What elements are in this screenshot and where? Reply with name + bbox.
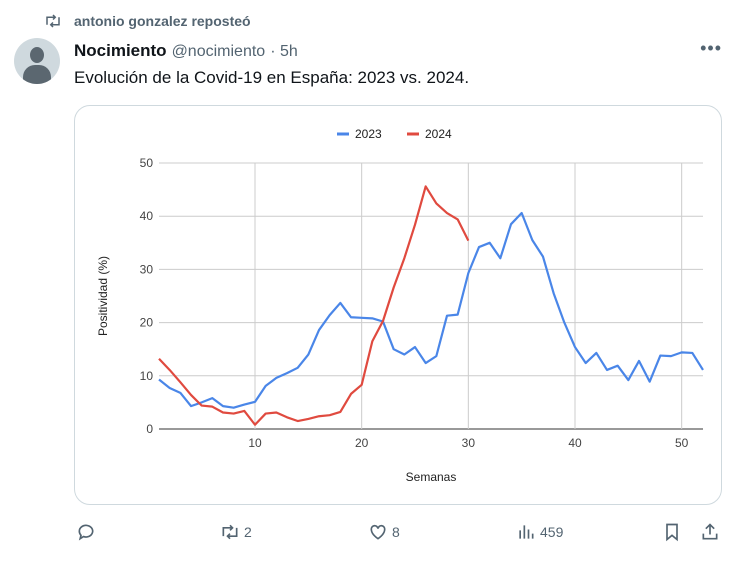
x-axis-title: Semanas bbox=[406, 470, 457, 484]
like-button[interactable]: 8 bbox=[368, 522, 400, 542]
views-button[interactable]: 459 bbox=[516, 522, 563, 542]
bookmark-icon bbox=[666, 523, 678, 542]
y-tick-label: 40 bbox=[140, 209, 154, 223]
y-axis-title: Positividad (%) bbox=[96, 256, 110, 336]
views-count: 459 bbox=[540, 524, 564, 540]
series-line-2023 bbox=[158, 211, 704, 409]
like-count: 8 bbox=[392, 524, 400, 540]
bookmark-button[interactable] bbox=[662, 522, 682, 542]
x-tick-label: 50 bbox=[675, 436, 689, 450]
more-options-icon[interactable]: ••• bbox=[700, 38, 722, 58]
retweet-count: 2 bbox=[244, 524, 252, 540]
tweet-time[interactable]: · 5h bbox=[270, 43, 298, 60]
avatar[interactable] bbox=[14, 38, 60, 84]
y-tick-label: 0 bbox=[146, 422, 153, 436]
retweet-icon bbox=[222, 524, 238, 540]
y-tick-label: 20 bbox=[140, 316, 154, 330]
share-icon bbox=[702, 523, 718, 540]
legend-label: 2023 bbox=[355, 127, 382, 141]
author-name[interactable]: Nocimiento bbox=[74, 41, 167, 60]
legend-label: 2024 bbox=[425, 127, 452, 141]
repost-icon bbox=[46, 14, 60, 28]
reply-icon bbox=[78, 524, 94, 541]
heart-icon bbox=[370, 524, 386, 540]
x-tick-label: 10 bbox=[248, 436, 262, 450]
chart-image[interactable]: 0 10 20 30 40 50 10 20 30 40 50 Semanas Positividad … bbox=[74, 105, 722, 505]
author-handle[interactable]: @nocimiento bbox=[171, 43, 266, 60]
repost-header: antonio gonzalez reposteó bbox=[44, 12, 251, 30]
y-tick-label: 30 bbox=[140, 262, 154, 276]
tweet-header: Nocimiento @nocimiento · 5h bbox=[74, 41, 298, 61]
reply-button[interactable] bbox=[76, 522, 96, 542]
views-icon bbox=[519, 525, 534, 539]
line-chart: 0 10 20 30 40 50 10 20 30 40 50 Semanas Positividad … bbox=[96, 127, 704, 484]
tweet-text: Evolución de la Covid-19 en España: 2023… bbox=[74, 68, 470, 87]
y-tick-label: 10 bbox=[140, 369, 154, 383]
retweet-button[interactable]: 2 bbox=[220, 522, 252, 542]
series-line-2024 bbox=[158, 185, 470, 426]
tweet-actions: 2 8 459 bbox=[0, 522, 746, 548]
x-tick-label: 20 bbox=[355, 436, 369, 450]
x-tick-label: 30 bbox=[462, 436, 476, 450]
y-tick-label: 50 bbox=[140, 156, 154, 170]
repost-text: antonio gonzalez reposteó bbox=[74, 13, 251, 29]
share-button[interactable] bbox=[700, 522, 720, 542]
x-tick-label: 40 bbox=[568, 436, 582, 450]
